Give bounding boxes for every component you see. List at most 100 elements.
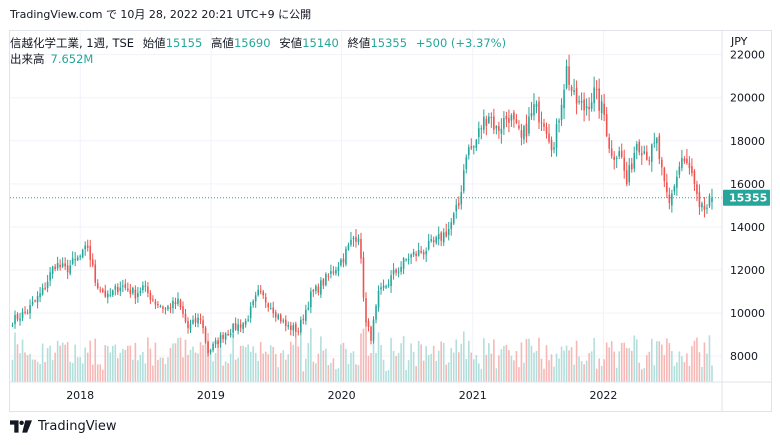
candlestick-chart[interactable]: 8000 10000 12000 14000 16000 18000 20000 22000 2… [10,31,771,411]
volume-bar [284,359,287,382]
candle-body [392,269,395,275]
volume-bar [420,344,422,382]
volume-bar [132,359,134,382]
volume-bar [435,360,437,382]
candle-body [94,264,97,283]
tradingview-brand[interactable]: TradingView [10,419,117,434]
candle-body [673,186,676,192]
x-tick-label: 2021 [459,389,487,402]
volume-bar [377,332,380,382]
volume-bar [503,345,505,382]
candle-body [656,138,658,144]
volume-bar [470,352,473,382]
candle-body [117,286,119,293]
candle-body [59,264,61,268]
candle-body [447,229,450,235]
candle-body [91,259,94,266]
volume-bar [169,347,172,382]
candle-body [540,122,543,124]
volume-bar [106,346,109,382]
candle-body [595,89,598,91]
volume-bar [528,338,530,382]
candle-body [234,323,237,330]
candle-body [312,290,315,292]
volume-bar [189,349,192,382]
volume-bar [648,351,651,382]
candle-body [149,292,152,300]
candle-body [483,116,485,130]
candle-body [172,300,174,308]
candle-body [380,287,382,290]
candle-body [109,294,112,296]
currency-label: JPY [731,35,748,48]
candle-body [34,300,36,302]
candle-body [671,193,673,206]
candle-body [676,176,678,188]
candle-body [613,156,615,160]
volume-bar [74,344,76,382]
volume-bar [440,341,443,382]
candle-body [583,99,585,111]
candle-body [570,86,573,91]
candle-body [174,302,177,305]
volume-bar [508,350,510,382]
volume-bar [277,367,280,382]
candle-body [46,281,49,288]
candle-body [653,142,656,144]
volume-bar [34,359,36,382]
volume-bar [232,334,234,382]
candle-body [81,249,84,258]
candle-body [69,265,71,274]
candle-body [274,312,277,318]
volume-bar [262,353,265,382]
volume-bar [573,364,575,382]
candle-body [66,265,69,273]
candle-body [264,296,267,303]
volume-bar [605,342,608,382]
volume-bar [197,353,199,382]
volume-bar [282,350,285,382]
candle-body [442,232,445,243]
candle-body [407,258,410,260]
candle-body [635,144,638,151]
volume-bar [227,363,229,382]
candle-body [693,170,696,184]
candle-body [452,213,455,224]
volume-bar [137,360,139,382]
volume-bar [317,353,320,382]
candle-body [658,135,661,160]
chart-panel[interactable]: 8000 10000 12000 14000 16000 18000 20000 22000 2… [9,30,772,412]
candle-body [189,324,192,330]
volume-bar [427,355,430,382]
candle-body [681,158,683,168]
candle-body [605,114,608,137]
publish-caption: TradingView.com で 10月 28, 2022 20:21 UTC… [10,8,312,21]
candle-body [119,287,122,292]
candle-body [488,116,490,123]
volume-bar [638,362,641,382]
candle-body [425,251,427,255]
volume-bar [585,360,588,382]
x-tick-label: 2018 [66,389,94,402]
volume-bar [635,339,638,382]
candle-body [222,334,224,339]
candle-body [678,166,681,175]
volume-bar [159,357,162,382]
candle-body [663,167,666,182]
candle-body [327,275,330,277]
candle-body [377,290,380,308]
candle-body [16,314,19,320]
candle-body [610,148,613,157]
open-label: 始値 [142,36,166,50]
candle-body [412,252,415,255]
candle-body [603,103,605,115]
volume-bar [217,341,219,382]
volume-bar [382,359,385,382]
candle-body [445,231,448,237]
candle-body [159,306,162,308]
candle-body [86,245,89,248]
change-value: +500 (+3.37%) [415,36,507,50]
candle-body [390,275,392,287]
volume-bar [455,339,458,382]
candle-body [322,279,325,286]
